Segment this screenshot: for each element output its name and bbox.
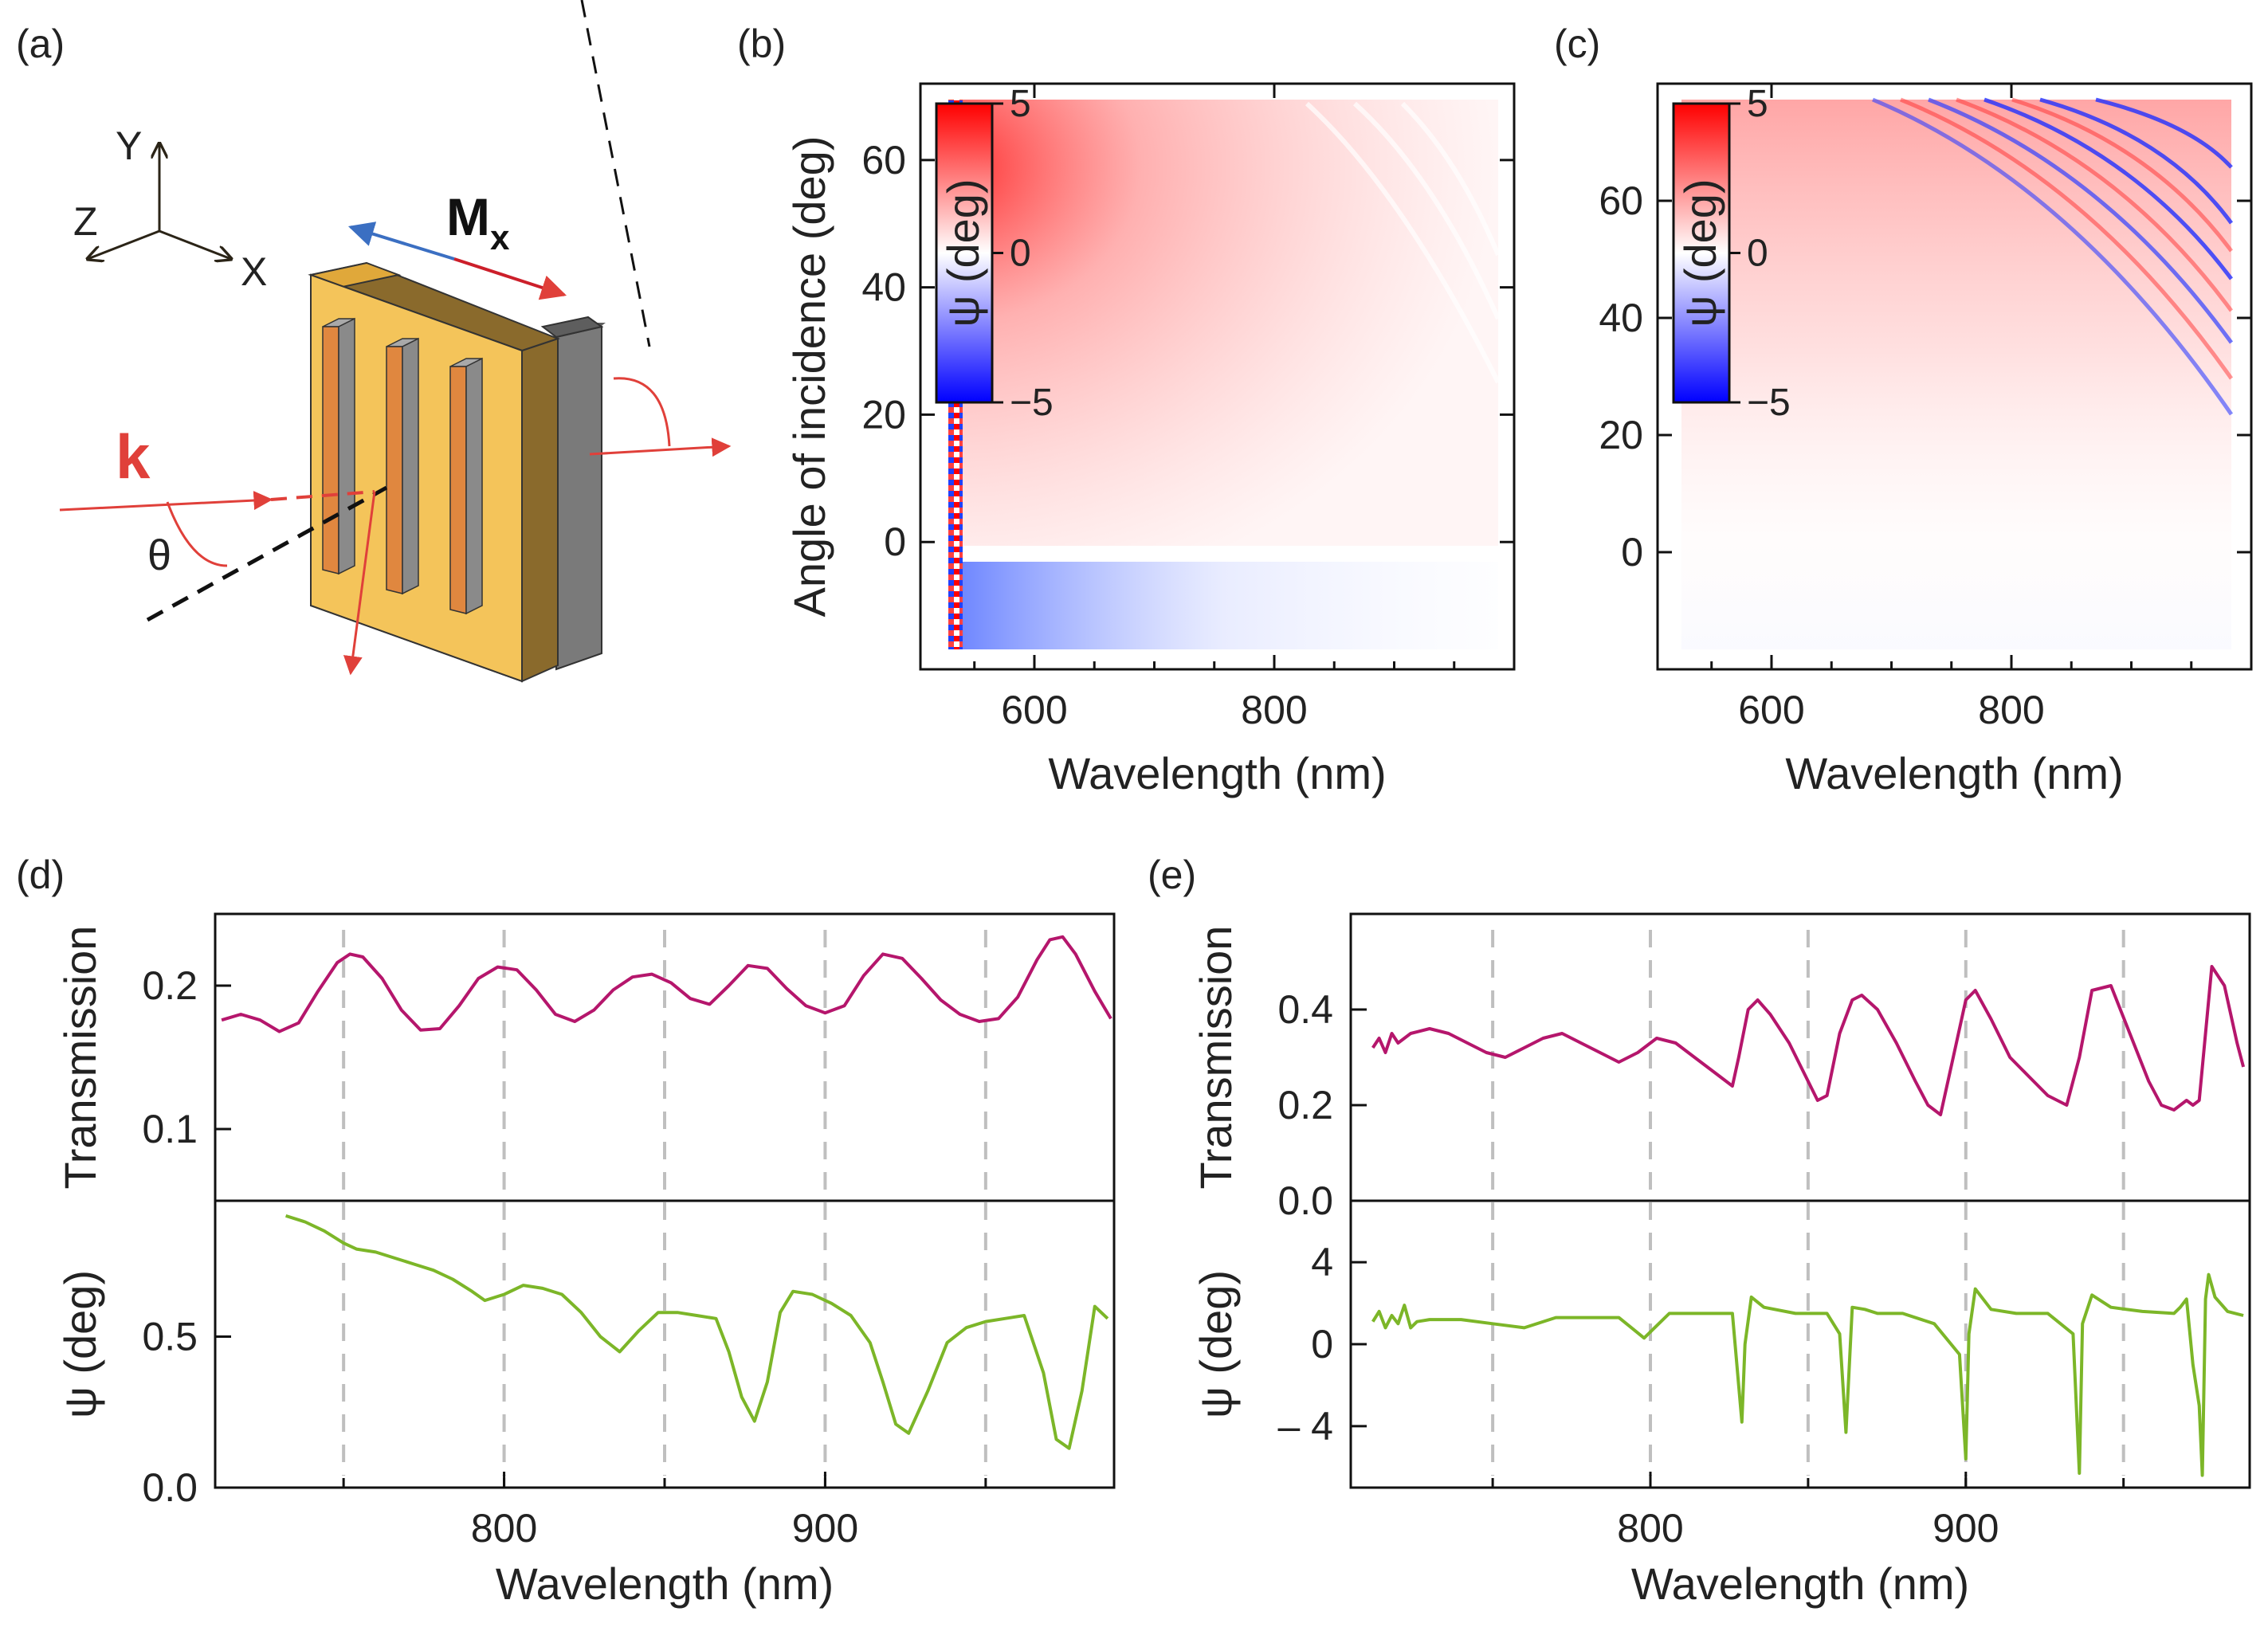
heatmap-c-pink-region <box>1681 100 2231 649</box>
y-axis-label-d-top: Transmission <box>55 926 105 1190</box>
y-tick-label-d-bottom: 0.5 <box>142 1315 198 1359</box>
surface-normal <box>146 485 388 622</box>
y-tick-label-b: 60 <box>861 138 906 182</box>
x-axis-label-d: Wavelength (nm) <box>496 1559 834 1609</box>
colorbar-tick-label-b: 5 <box>1010 83 1031 125</box>
colorbar-tick-label-c: −5 <box>1747 382 1791 424</box>
x-tick-label-c: 600 <box>1738 688 1804 732</box>
y-tick-label-c: 0 <box>1621 530 1643 574</box>
x-tick-label-d: 900 <box>792 1506 858 1551</box>
panel-e-lineplot: 800 900 Wavelength (nm) 0.0 0.2 0.4 Transmissi… <box>1191 912 2251 1609</box>
panel-label-e: (e) <box>1148 853 1196 897</box>
y-tick-label-c: 40 <box>1599 296 1643 340</box>
x-tick-label-e: 900 <box>1933 1506 1999 1551</box>
colorbar-tick-label-b: −5 <box>1010 382 1054 424</box>
series-line-e-bottom <box>1371 1272 2244 1477</box>
colorbar-label-b: ψ (deg) <box>938 178 988 327</box>
x-tick-label-c: 800 <box>1978 688 2044 732</box>
panel-d-lineplot: 800 900 Wavelength (nm) 0.1 0.2 Transmission 0… <box>55 912 1116 1609</box>
wavevector-label: k <box>116 422 151 492</box>
y-axis-label-e-top: Transmission <box>1191 926 1241 1190</box>
angle-label: θ <box>147 531 171 579</box>
series-line-d-top <box>221 935 1112 1033</box>
schematic-diagram: Y Z X Mx <box>59 0 732 683</box>
y-tick-label-e-bottom: 4 <box>1311 1240 1333 1284</box>
panel-label-b: (b) <box>737 22 786 66</box>
y-tick-label-e-top: 0.2 <box>1277 1083 1333 1127</box>
x-axis-label-e: Wavelength (nm) <box>1631 1559 1969 1609</box>
panel-label-d: (d) <box>16 853 65 897</box>
axis-label-z: Z <box>73 199 98 244</box>
coordinate-axes <box>88 143 231 259</box>
x-axis-label-b: Wavelength (nm) <box>1048 748 1386 798</box>
panel-c-heatmap: 600 800 0 20 40 60 Wavelength (nm) 5 0 −5 ψ (deg) <box>1599 82 2253 798</box>
x-axis-label-c: Wavelength (nm) <box>1785 748 2123 798</box>
y-tick-label-e-bottom: – 4 <box>1277 1404 1333 1449</box>
panel-label-c: (c) <box>1554 22 1600 66</box>
panel-b-heatmap: 600 800 0 20 40 60 Wavelength (nm) Angle of inc… <box>784 82 1516 798</box>
plot-frame-c <box>1656 82 2253 671</box>
axes-c: 600 800 0 20 40 60 Wavelength (nm) 5 0 −5 ψ (deg) <box>1599 82 2253 798</box>
y-tick-label-e-top: 0.0 <box>1277 1178 1333 1223</box>
transmitted-beam <box>589 437 732 457</box>
magnetization-label: Mx <box>446 187 510 257</box>
series-line-e-top <box>1371 965 2246 1116</box>
heatmap-b-fringes <box>1305 101 1501 384</box>
y-tick-label-c: 20 <box>1599 413 1643 457</box>
y-tick-label-e-bottom: 0 <box>1311 1322 1333 1366</box>
x-tick-label-d: 800 <box>471 1506 537 1551</box>
colorbar-tick-label-c: 0 <box>1747 233 1768 275</box>
colorbar-tick-label-c: 5 <box>1747 83 1768 125</box>
colorbar-label-c: ψ (deg) <box>1675 178 1725 327</box>
magnetization-arrow-blue <box>347 222 455 261</box>
grating-bars <box>322 317 483 615</box>
y-tick-label-b: 40 <box>861 265 906 310</box>
heatmap-c-fringes <box>1872 97 2234 416</box>
x-tick-label-b: 800 <box>1241 688 1307 732</box>
heatmap-b-blue-region <box>948 562 1498 649</box>
y-tick-label-b: 0 <box>884 520 906 564</box>
y-tick-label-d-top: 0.2 <box>142 963 198 1008</box>
y-tick-label-e-top: 0.4 <box>1277 987 1333 1032</box>
y-tick-label-d-top: 0.1 <box>142 1107 198 1151</box>
exit-angle-arc <box>613 377 671 447</box>
magnetization-arrow-red <box>453 257 567 300</box>
diffracted-beam <box>343 491 376 676</box>
exit-normal <box>580 0 651 347</box>
magnetization-symbol: M <box>446 187 490 246</box>
incident-beam <box>59 491 273 512</box>
axis-label-x: X <box>241 249 267 294</box>
angle-arc <box>166 501 228 567</box>
series-line-d-bottom <box>285 1214 1109 1450</box>
y-tick-label-b: 20 <box>861 392 906 437</box>
colorbar-b <box>935 102 994 404</box>
y-axis-label-e-bottom: ψ (deg) <box>1191 1270 1241 1418</box>
axes-b: 600 800 0 20 40 60 Wavelength (nm) Angle of inc… <box>784 82 1516 798</box>
y-axis-label-b: Angle of incidence (deg) <box>784 136 834 618</box>
axis-label-y: Y <box>116 124 142 168</box>
y-tick-label-d-bottom: 0.0 <box>142 1465 198 1510</box>
y-tick-label-c: 60 <box>1599 178 1643 223</box>
x-tick-label-b: 600 <box>1001 688 1067 732</box>
panel-label-a: (a) <box>16 22 65 66</box>
incident-beam-inside <box>270 490 375 501</box>
plot-frame-b <box>919 82 1516 671</box>
magnetization-subscript: x <box>490 218 510 257</box>
colorbar-tick-label-b: 0 <box>1010 233 1031 275</box>
heatmap-b-red-region <box>948 100 1498 546</box>
x-tick-label-e: 800 <box>1617 1506 1683 1551</box>
y-axis-label-d-bottom: ψ (deg) <box>55 1270 105 1418</box>
